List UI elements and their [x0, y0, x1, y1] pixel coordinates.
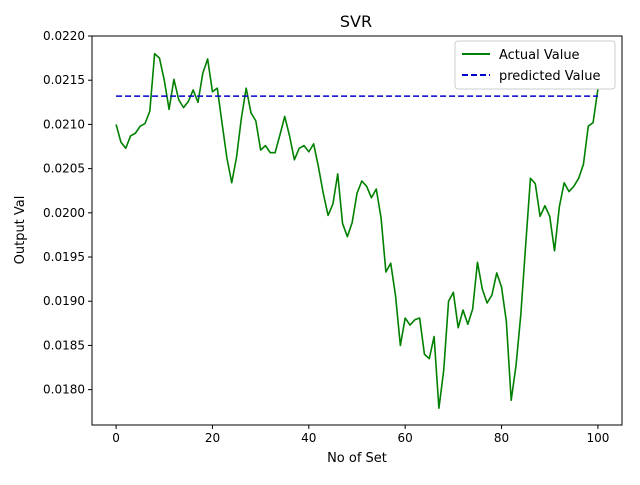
- x-tick-label: 0: [112, 431, 120, 445]
- x-axis: 0 20 40 60 80 100: [112, 425, 609, 445]
- y-tick-label: 0.0220: [43, 29, 85, 43]
- y-tick-label: 0.0210: [43, 117, 85, 131]
- x-tick-label: 40: [301, 431, 316, 445]
- x-axis-label: No of Set: [327, 451, 387, 466]
- x-tick-label: 80: [494, 431, 509, 445]
- legend-box: [454, 40, 616, 90]
- legend: Actual Value predicted Value: [454, 40, 616, 90]
- x-tick-label: 20: [205, 431, 220, 445]
- x-tick-label: 100: [586, 431, 609, 445]
- legend-label-predicted-value: predicted Value: [499, 69, 601, 84]
- legend-label-actual-value: Actual Value: [499, 48, 580, 63]
- y-tick-label: 0.0185: [43, 338, 85, 352]
- y-tick-label: 0.0200: [43, 206, 85, 220]
- chart-title: SVR: [340, 12, 372, 31]
- y-axis-label: Output Val: [13, 196, 28, 265]
- series-layer: [115, 52, 599, 410]
- y-tick-label: 0.0205: [43, 162, 85, 176]
- y-axis: 0.0180 0.0185 0.0190 0.0195 0.0200 0.0205 0.02…: [43, 29, 92, 397]
- y-tick-label: 0.0195: [43, 250, 85, 264]
- series-line-actual-value: [115, 52, 599, 410]
- y-tick-label: 0.0180: [43, 383, 85, 397]
- y-tick-label: 0.0190: [43, 294, 85, 308]
- x-tick-label: 60: [398, 431, 413, 445]
- plot-area: [91, 35, 623, 426]
- plot-frame: [91, 35, 623, 426]
- y-tick-label: 0.0215: [43, 73, 85, 87]
